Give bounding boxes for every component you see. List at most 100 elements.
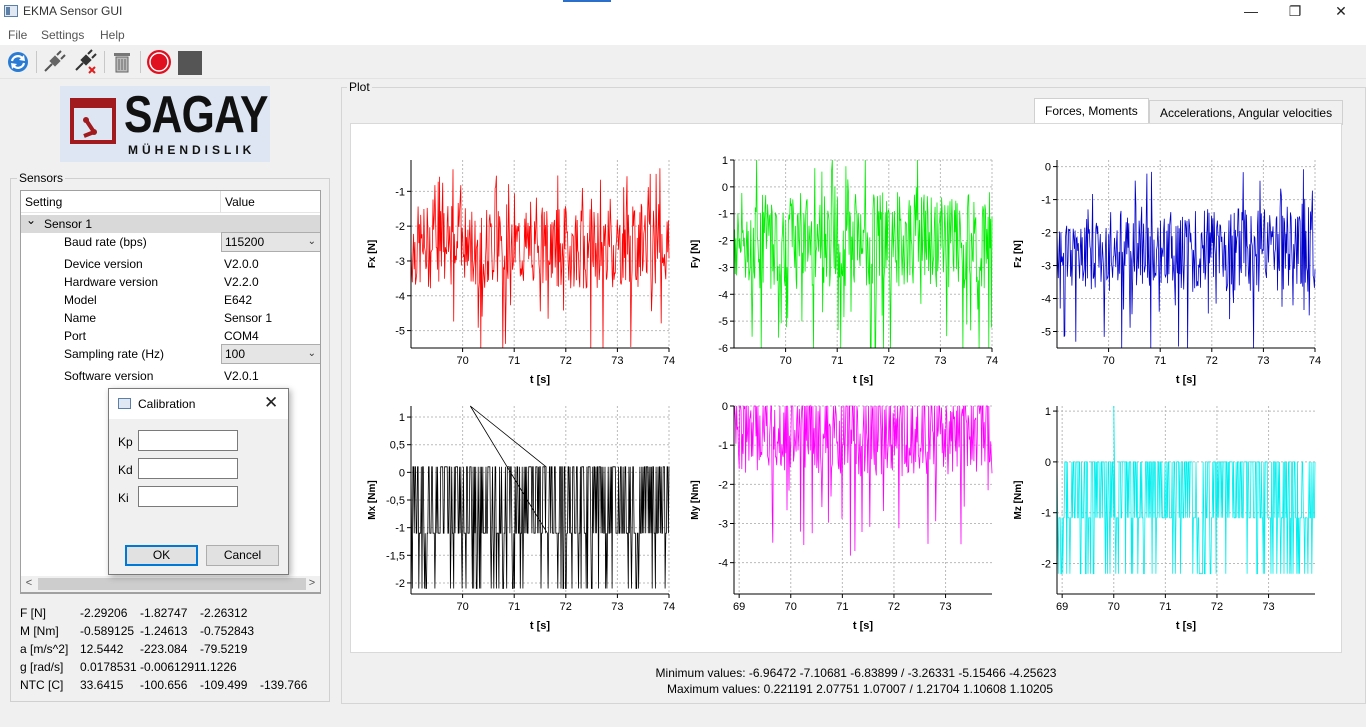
tree-row[interactable]: Device version V2.0.0 [21, 255, 320, 273]
tree-horizontal-scrollbar[interactable]: < > [20, 576, 321, 593]
tree-row[interactable]: Software version V2.0.1 [21, 367, 320, 385]
x-tick-label: 71 [508, 355, 520, 367]
refresh-button[interactable] [4, 48, 32, 76]
tree-row[interactable]: Hardware version V2.2.0 [21, 273, 320, 291]
y-axis-label: Mx [Nm] [367, 480, 378, 519]
tree-row[interactable]: Sampling rate (Hz) 100 ⌄ [21, 344, 320, 364]
kd-input[interactable] [138, 458, 238, 479]
menu-bar: File Settings Help [0, 24, 1366, 45]
y-tick-label: -5 [718, 316, 728, 328]
toolbar-separator [36, 51, 37, 73]
y-tick-label: -3 [1041, 261, 1051, 273]
setting-key: Software version [64, 369, 154, 383]
x-tick-label: 73 [1262, 601, 1274, 613]
scroll-thumb[interactable] [38, 578, 306, 590]
logo-text: SAGAY [124, 86, 268, 144]
setting-combobox[interactable]: 115200 ⌄ [221, 232, 320, 252]
y-tick-label: -4 [1041, 294, 1051, 306]
x-tick-label: 73 [611, 601, 623, 613]
y-tick-label: 1 [399, 412, 405, 424]
tree-row[interactable]: Name Sensor 1 [21, 309, 320, 327]
title-bar: EKMA Sensor GUI — ❐ ✕ [0, 0, 1366, 24]
readout-label: M [Nm] [20, 624, 59, 638]
disconnect-button[interactable] [72, 48, 100, 76]
app-icon [4, 5, 18, 17]
stop-icon [178, 51, 202, 75]
plug-disconnect-icon [75, 49, 97, 74]
x-tick-label: 72 [888, 601, 900, 613]
column-header-value[interactable]: Value [221, 191, 320, 213]
sensors-group-title: Sensors [17, 171, 66, 185]
minimize-button[interactable]: — [1244, 3, 1258, 19]
y-tick-label: -3 [718, 519, 728, 531]
column-header-setting[interactable]: Setting [21, 191, 221, 213]
toolbar-separator [140, 51, 141, 73]
y-tick-label: 0 [722, 401, 728, 413]
x-tick-label: 73 [611, 355, 623, 367]
menu-settings[interactable]: Settings [41, 28, 85, 42]
dialog-app-icon [118, 398, 131, 409]
readout-value: 12.5442 [80, 642, 124, 656]
y-tick-label: -1 [395, 523, 405, 535]
combobox-value: 100 [225, 347, 246, 361]
y-tick-label: 0 [722, 182, 728, 194]
readout-value: -1.24613 [140, 624, 188, 638]
scroll-left-arrow-icon[interactable]: < [25, 577, 33, 589]
readout-value: -0.589125 [80, 624, 135, 638]
x-tick-label: 70 [1108, 601, 1120, 613]
close-button[interactable]: ✕ [1335, 3, 1347, 19]
readout-value: -2.26312 [200, 606, 248, 620]
setting-value: V2.0.0 [224, 257, 259, 271]
menu-file[interactable]: File [8, 28, 28, 42]
x-axis-label: t [s] [1176, 620, 1197, 632]
x-tick-label: 71 [1159, 601, 1171, 613]
x-tick-label: 71 [831, 355, 843, 367]
x-tick-label: 72 [1206, 355, 1218, 367]
tree-row[interactable]: Baud rate (bps) 115200 ⌄ [21, 232, 320, 252]
setting-key: Baud rate (bps) [64, 235, 147, 249]
scroll-right-arrow-icon[interactable]: > [308, 577, 316, 589]
readout-value: -223.084 [140, 642, 188, 656]
x-tick-label: 71 [1154, 355, 1166, 367]
x-tick-label: 74 [986, 355, 998, 367]
tab-forces-moments[interactable]: Forces, Moments [1034, 98, 1149, 124]
dialog-close-icon[interactable]: ✕ [264, 393, 279, 412]
series-line [1056, 169, 1316, 349]
chevron-down-icon[interactable]: ⌄ [307, 348, 316, 359]
clear-button[interactable] [108, 48, 136, 76]
series-line [1056, 405, 1316, 575]
record-button[interactable] [145, 48, 173, 76]
x-tick-label: 73 [934, 355, 946, 367]
chevron-down-icon[interactable]: ⌄ [307, 236, 316, 247]
x-tick-label: 70 [1102, 355, 1114, 367]
x-tick-label: 70 [456, 355, 468, 367]
tree-row[interactable]: Model E642 [21, 291, 320, 309]
setting-combobox[interactable]: 100 ⌄ [221, 344, 320, 364]
kp-input[interactable] [138, 430, 238, 451]
connect-button[interactable] [40, 48, 68, 76]
readout-value: -109.499 [200, 678, 248, 692]
y-tick-label: -1,5 [386, 550, 405, 562]
stop-button[interactable] [176, 48, 204, 76]
x-tick-label: 70 [456, 601, 468, 613]
ok-button[interactable]: OK [125, 545, 198, 566]
restore-button[interactable]: ❐ [1288, 3, 1302, 19]
expand-chevron-icon[interactable]: ⌄ [26, 213, 37, 227]
y-tick-label: -2 [1041, 228, 1051, 240]
setting-key: Port [64, 329, 87, 343]
tab-accelerations-angular-velocities[interactable]: Accelerations, Angular velocities [1149, 100, 1344, 125]
x-tick-label: 72 [560, 601, 572, 613]
window-title: EKMA Sensor GUI [23, 4, 123, 18]
y-tick-label: -4 [718, 289, 728, 301]
tree-parent-sensor-1[interactable]: ⌄ Sensor 1 [21, 213, 320, 233]
y-tick-label: -1 [718, 440, 728, 452]
tree-row[interactable]: Port COM4 [21, 327, 320, 345]
x-tick-label: 69 [1056, 601, 1068, 613]
menu-help[interactable]: Help [100, 28, 125, 42]
cancel-button[interactable]: Cancel [206, 545, 279, 566]
plot-grid: 70 71 72 73 74 -1 -2 -3 -4 -5 t [s] Fx [N] 70 71 72 73 7… [367, 155, 1321, 632]
dialog-title-bar: Calibration ✕ [109, 389, 288, 419]
y-tick-label: -4 [718, 558, 728, 570]
ki-input[interactable] [138, 486, 238, 507]
minimum-values-text: Minimum values: -6.96472 -7.10681 -6.838… [655, 666, 1057, 680]
